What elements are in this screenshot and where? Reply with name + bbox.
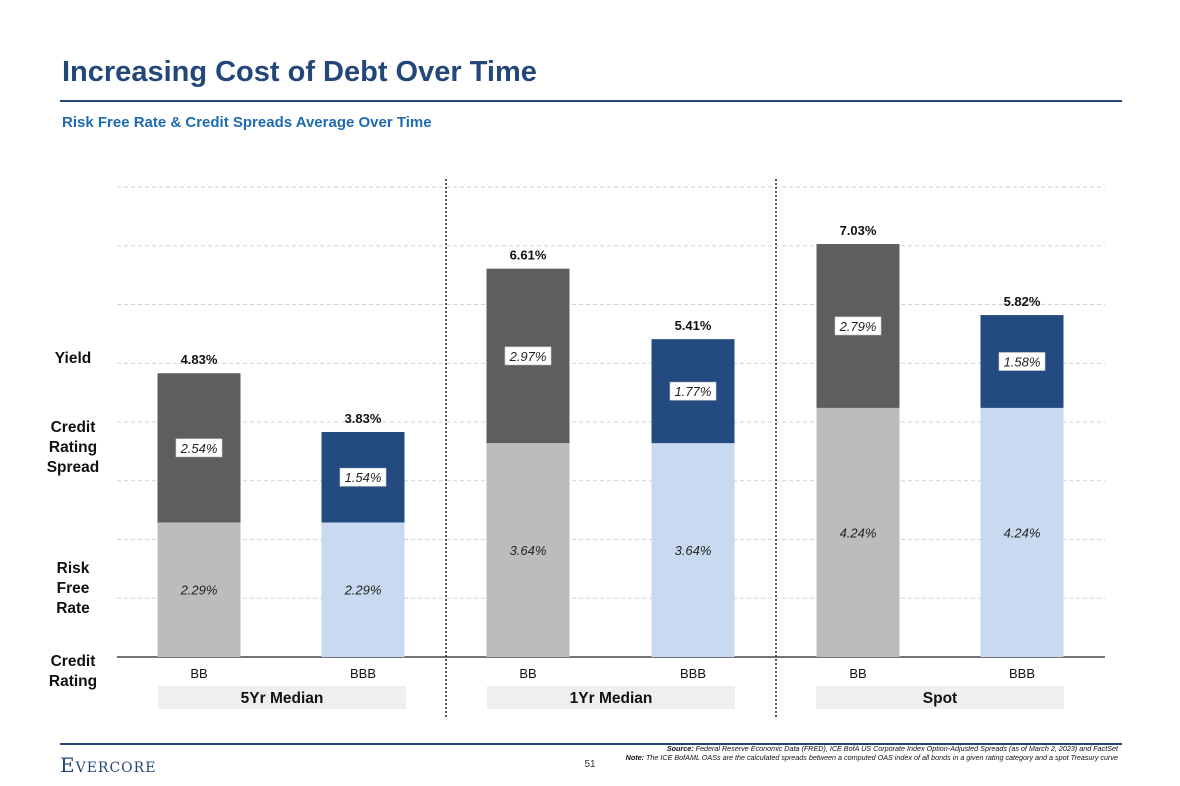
row-label-line: Free bbox=[56, 580, 90, 597]
bar-risk-free-rate bbox=[321, 522, 405, 657]
spread-label-box bbox=[998, 352, 1046, 371]
source-label: Source: bbox=[666, 744, 694, 753]
note-line: Note: The ICE BofAML OASs are the calcul… bbox=[618, 753, 1118, 762]
spread-label-box bbox=[504, 346, 552, 366]
data-label-risk-free-rate: 2.29% bbox=[344, 583, 382, 598]
row-label-credit-spread: Credit Rating Spread bbox=[26, 418, 120, 478]
spread-label-box bbox=[175, 438, 223, 458]
data-label-credit-spread: 1.77% bbox=[675, 384, 712, 399]
note-label: Note: bbox=[625, 753, 645, 762]
bar-risk-free-rate bbox=[816, 407, 900, 657]
spread-label-box bbox=[834, 316, 882, 336]
data-label-risk-free-rate: 4.24% bbox=[840, 525, 877, 540]
x-tick-label: BBB bbox=[1009, 666, 1035, 681]
footnotes: Source: Federal Reserve Economic Data (F… bbox=[618, 744, 1118, 762]
data-label-credit-spread: 2.97% bbox=[509, 349, 547, 364]
row-label-line: Rate bbox=[56, 600, 90, 617]
data-labels: 2.29% 2.54% 4.83% BB 2.29% 1.54% 3.83% BBB 3.64%… bbox=[158, 223, 1064, 709]
footer-divider bbox=[60, 743, 1122, 745]
x-tick-label: BB bbox=[190, 666, 207, 681]
row-label-line: Spread bbox=[46, 459, 100, 476]
row-label-risk-free-rate: Risk Free Rate bbox=[26, 559, 120, 619]
page-title: Increasing Cost of Debt Over Time bbox=[62, 56, 537, 88]
bar-risk-free-rate bbox=[651, 443, 735, 657]
note-text: The ICE BofAML OASs are the calculated s… bbox=[646, 753, 1118, 762]
data-label-total-yield: 6.61% bbox=[510, 248, 547, 263]
data-label-credit-spread: 2.79% bbox=[839, 319, 877, 334]
chart-subtitle: Risk Free Rate & Credit Spreads Average … bbox=[62, 114, 432, 131]
data-label-total-yield: 7.03% bbox=[840, 223, 877, 238]
data-label-credit-spread: 1.54% bbox=[345, 470, 382, 485]
bars bbox=[157, 243, 1064, 657]
x-tick-label: BB bbox=[519, 666, 536, 681]
source-text: Federal Reserve Economic Data (FRED), IC… bbox=[695, 744, 1118, 753]
data-label-total-yield: 4.83% bbox=[181, 352, 218, 367]
group-label-box bbox=[487, 686, 735, 709]
row-label-line: Rating bbox=[48, 673, 98, 690]
spread-label-box bbox=[669, 381, 717, 401]
row-label-line: Rating bbox=[48, 439, 98, 456]
data-label-risk-free-rate: 2.29% bbox=[180, 583, 218, 598]
data-label-credit-spread: 2.54% bbox=[180, 441, 218, 456]
data-label-total-yield: 3.83% bbox=[345, 411, 382, 426]
data-label-total-yield: 5.41% bbox=[675, 318, 712, 333]
data-label-risk-free-rate: 4.24% bbox=[1004, 525, 1041, 540]
row-label-credit-rating: Credit Rating bbox=[26, 652, 120, 692]
bar-risk-free-rate bbox=[157, 522, 241, 657]
group-label: Spot bbox=[923, 690, 957, 707]
data-label-risk-free-rate: 3.64% bbox=[675, 543, 712, 558]
source-note: Source: Federal Reserve Economic Data (F… bbox=[618, 744, 1118, 753]
group-label: 1Yr Median bbox=[570, 690, 653, 707]
data-label-credit-spread: 1.58% bbox=[1004, 354, 1041, 369]
data-label-total-yield: 5.82% bbox=[1004, 294, 1041, 309]
data-label-risk-free-rate: 3.64% bbox=[510, 543, 547, 558]
page-number: 51 bbox=[584, 759, 596, 770]
spread-label-box bbox=[339, 467, 387, 487]
row-label-line: Risk bbox=[56, 560, 90, 577]
group-label-box bbox=[816, 686, 1064, 709]
evercore-logo: Evercore bbox=[60, 753, 157, 777]
title-divider bbox=[60, 100, 1122, 102]
x-tick-label: BB bbox=[849, 666, 866, 681]
row-label-yield: Yield bbox=[54, 350, 92, 367]
x-tick-label: BBB bbox=[350, 666, 376, 681]
x-tick-label: BBB bbox=[680, 666, 706, 681]
bar-risk-free-rate bbox=[486, 443, 570, 657]
group-label-box bbox=[158, 686, 406, 709]
bar-risk-free-rate bbox=[980, 407, 1064, 657]
gridlines bbox=[117, 179, 1105, 719]
row-label-line: Credit bbox=[50, 419, 96, 436]
row-label-line: Credit bbox=[50, 653, 96, 670]
group-label: 5Yr Median bbox=[241, 690, 324, 707]
